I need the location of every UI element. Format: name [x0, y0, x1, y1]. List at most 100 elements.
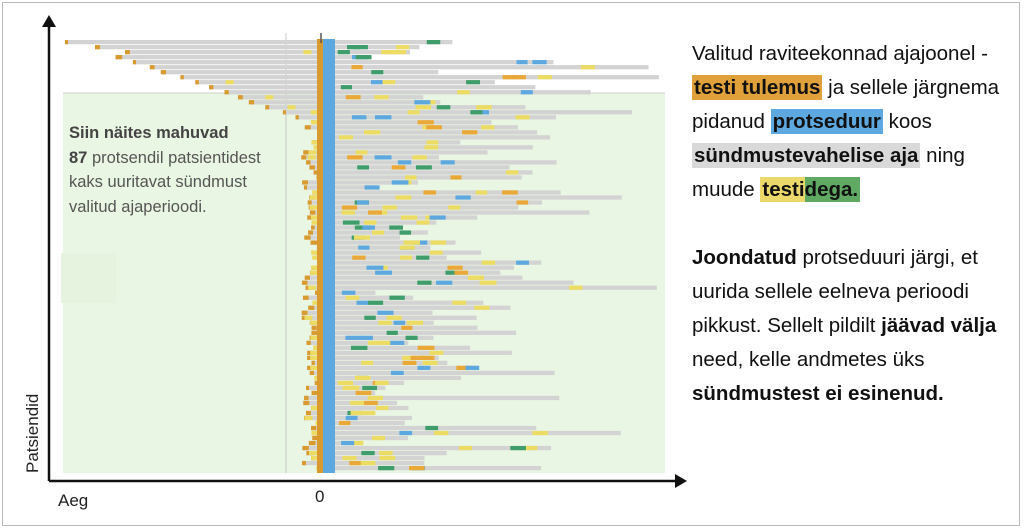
other-test-mark	[341, 290, 356, 295]
test-result-mark	[302, 445, 309, 451]
interval-bar	[335, 245, 431, 250]
other-test-mark	[470, 110, 483, 115]
interval-bar	[224, 90, 321, 95]
interval-bar	[335, 295, 414, 300]
other-test-mark	[364, 185, 380, 190]
test-result-mark	[303, 150, 309, 155]
other-test-mark	[311, 455, 320, 461]
other-test-mark	[340, 85, 353, 90]
other-test-mark	[413, 240, 428, 245]
description-panel: Valitud raviteekonnad ajajoonel - testi …	[692, 37, 1012, 411]
other-test-mark	[350, 345, 368, 350]
other-test-mark	[448, 205, 461, 210]
other-test-mark	[265, 95, 274, 100]
other-test-mark	[372, 435, 386, 441]
other-test-mark	[364, 130, 381, 135]
test-result-mark	[304, 395, 309, 401]
interval-bar	[335, 350, 512, 355]
interval-bar	[335, 115, 557, 120]
test-result-mark	[311, 360, 315, 366]
interval-bar	[306, 160, 321, 165]
other-test-mark	[405, 175, 417, 180]
interval-bar	[335, 305, 511, 310]
other-test-mark	[426, 40, 441, 45]
other-test-mark	[309, 205, 318, 210]
test-result-mark	[308, 440, 316, 446]
test-result-mark	[308, 230, 314, 235]
test-result-mark	[304, 235, 311, 240]
interval-bar	[335, 200, 543, 205]
other-test-mark	[516, 260, 530, 265]
other-test-mark	[368, 210, 382, 215]
description-paragraph-1: Valitud raviteekonnad ajajoonel - testi …	[692, 37, 1012, 207]
other-test-mark	[415, 165, 432, 170]
test-result-mark	[306, 340, 311, 345]
other-test-mark	[310, 365, 319, 371]
other-test-mark	[308, 150, 317, 155]
interval-bar	[335, 210, 590, 215]
other-test-mark	[375, 270, 392, 275]
other-test-mark	[456, 365, 471, 371]
test-result-mark	[312, 435, 319, 441]
other-test-mark	[481, 260, 496, 265]
annotation-backdrop	[61, 253, 116, 303]
other-test-mark	[357, 165, 370, 170]
other-test-mark	[367, 300, 384, 305]
other-test-mark	[532, 430, 548, 436]
other-test-mark	[440, 160, 455, 165]
test-result-mark	[303, 400, 310, 406]
interval-bar	[311, 360, 321, 366]
interval-bar	[335, 85, 536, 90]
other-test-mark	[429, 250, 443, 255]
other-test-mark	[402, 360, 417, 366]
other-test-mark	[362, 225, 375, 230]
desc-text: protseduuri järgi, et uurida sellele eel…	[692, 246, 978, 337]
interval-bar	[65, 40, 321, 45]
interval-bar	[335, 335, 434, 340]
test-result-mark	[314, 380, 318, 386]
other-test-mark	[374, 95, 389, 100]
other-test-mark	[580, 65, 595, 70]
interval-bar	[335, 260, 542, 265]
interval-bar	[335, 435, 409, 441]
other-test-mark	[378, 465, 395, 471]
other-test-mark	[389, 225, 404, 230]
interval-bar	[335, 385, 386, 391]
other-test-mark	[367, 340, 382, 345]
other-test-mark	[399, 430, 413, 436]
other-test-mark	[355, 375, 371, 381]
other-test-mark	[352, 45, 368, 50]
other-test-mark	[304, 315, 313, 320]
interval-bar	[335, 280, 574, 285]
test-result-mark	[309, 210, 316, 215]
other-test-mark	[338, 420, 351, 426]
test-result-mark	[311, 325, 317, 330]
other-test-mark	[355, 55, 372, 60]
interval-bar	[335, 430, 621, 436]
interval-bar	[302, 295, 321, 300]
other-test-mark	[310, 120, 319, 125]
other-test-mark	[462, 130, 478, 135]
other-test-mark	[409, 465, 425, 471]
other-test-mark	[401, 325, 413, 330]
other-test-mark	[356, 300, 369, 305]
interval-bar	[335, 100, 441, 105]
other-test-mark	[379, 450, 393, 456]
other-test-mark	[312, 255, 321, 260]
other-test-mark	[345, 415, 358, 421]
test-result-mark	[160, 70, 167, 75]
other-test-mark	[406, 320, 424, 325]
other-test-mark	[405, 335, 418, 340]
other-test-mark	[310, 320, 319, 325]
other-test-mark	[391, 165, 406, 170]
interval-bar	[307, 200, 321, 205]
interval-bar	[209, 85, 321, 90]
interval-bar	[335, 170, 533, 175]
other-test-mark	[417, 280, 432, 285]
other-test-mark	[310, 355, 319, 360]
interval-bar	[160, 70, 321, 75]
other-test-mark	[362, 400, 378, 406]
other-test-mark	[308, 450, 317, 456]
interval-bar	[335, 250, 482, 255]
interval-bar	[132, 60, 321, 65]
